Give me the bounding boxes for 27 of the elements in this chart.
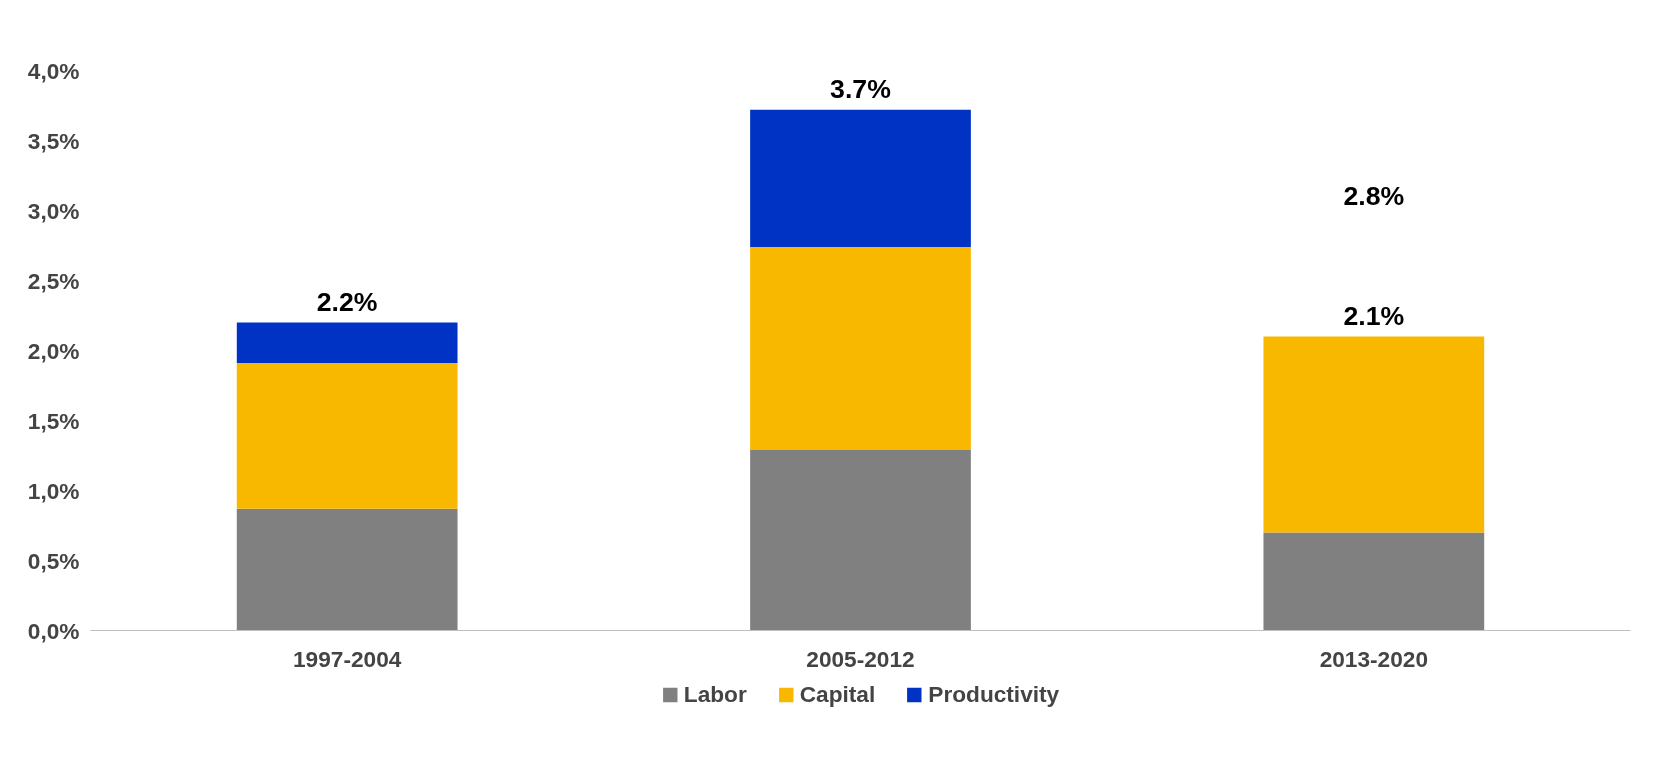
total-label: 3.7% bbox=[830, 73, 891, 104]
y-tick-label: 1,5% bbox=[27, 407, 80, 434]
y-tick-label: 3,0% bbox=[27, 197, 80, 224]
bar bbox=[750, 246, 971, 450]
legend-label: Labor bbox=[683, 680, 747, 708]
bar bbox=[236, 322, 458, 364]
bar bbox=[236, 508, 458, 631]
total-label: 2.1% bbox=[1343, 300, 1405, 331]
y-tick-label: 2,0% bbox=[27, 337, 80, 364]
x-tick-label: 2005-2012 bbox=[806, 645, 915, 672]
y-tick-label: 4,0% bbox=[27, 57, 80, 84]
x-tick-label: 2013-2020 bbox=[1319, 645, 1429, 672]
y-tick-label: 1,0% bbox=[27, 477, 80, 504]
bar bbox=[1263, 532, 1485, 631]
y-tick-label: 0,5% bbox=[27, 547, 80, 574]
legend-label: Capital bbox=[799, 680, 876, 708]
bar bbox=[750, 109, 971, 247]
bar bbox=[750, 449, 971, 631]
y-tick-label: 0,0% bbox=[27, 617, 80, 644]
bar bbox=[236, 363, 458, 509]
total-label: 2.2% bbox=[316, 286, 378, 317]
y-tick-label: 3,5% bbox=[27, 127, 80, 154]
bar bbox=[1263, 336, 1485, 533]
x-tick-label: 1997-2004 bbox=[292, 645, 402, 672]
y-tick-label: 2,5% bbox=[27, 267, 80, 294]
annotation: 2.8% bbox=[1343, 180, 1405, 211]
legend-label: Productivity bbox=[928, 680, 1060, 708]
